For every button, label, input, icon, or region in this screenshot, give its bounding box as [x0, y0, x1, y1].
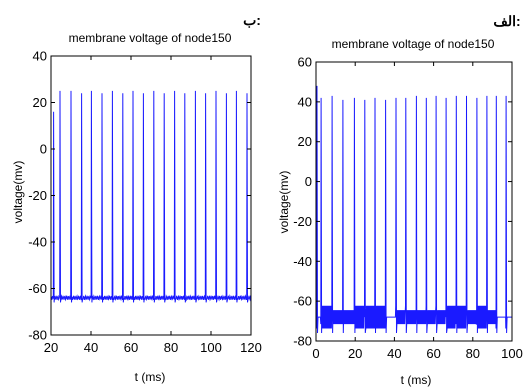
panel-b-x-tick-label: 100 — [200, 340, 222, 355]
panel-alef-y-tick-label: 0 — [305, 174, 312, 189]
panel-b-x-tick-label: 120 — [240, 340, 262, 355]
panel-alef-x-tick-label: 20 — [348, 346, 362, 361]
panel-b-x-tick-label: 60 — [124, 340, 138, 355]
panel-b-y-tick-label: -60 — [28, 281, 47, 296]
panel-b-label: ب: — [243, 12, 261, 28]
panel-alef-x-tick-label: 100 — [501, 346, 523, 361]
panel-alef-y-tick-label: -40 — [293, 254, 312, 269]
panel-alef-y-tick-label: -80 — [293, 334, 312, 349]
panel-b-y-tick-label: -20 — [28, 188, 47, 203]
panel-alef-x-tick-label: 40 — [387, 346, 401, 361]
panel-alef-y-tick-label: -60 — [293, 294, 312, 309]
panel-b-x-tick-label: 40 — [84, 340, 98, 355]
panel-alef-x-tick-label: 60 — [426, 346, 440, 361]
panel-b-y-tick-label: -40 — [28, 235, 47, 250]
panel-alef-voltage-trace — [316, 85, 512, 334]
panel-b-y-tick-label: 20 — [33, 95, 47, 110]
panel-b-y-tick-label: -80 — [28, 328, 47, 343]
panel-b-y-tick-label: 40 — [33, 49, 47, 64]
panel-alef-y-tick-label: -20 — [293, 214, 312, 229]
panel-alef-y-tick-label: 40 — [298, 94, 312, 109]
panel-alef-y-axis-label: voltage(mv) — [277, 171, 291, 234]
panel-alef-x-tick-label: 0 — [312, 346, 319, 361]
panel-b-y-axis-label: voltage(mv) — [11, 161, 25, 224]
panel-b-x-axis-label: t (ms) — [135, 370, 166, 384]
panel-alef-y-tick-label: 60 — [298, 55, 312, 70]
panel-b-y-tick-label: 0 — [40, 142, 47, 157]
panel-b-x-tick-label: 80 — [164, 340, 178, 355]
panel-b-x-tick-label: 20 — [44, 340, 58, 355]
panel-alef-plot-frame — [315, 61, 513, 342]
panel-alef-x-axis-label: t (ms) — [401, 373, 432, 387]
panel-alef-x-tick-label: 80 — [466, 346, 480, 361]
panel-b-axes: 20 40 60 80 100 120 40 20 0 -20 -40 -60 -80 — [28, 49, 262, 356]
panel-b-voltage-trace — [51, 90, 251, 303]
panel-alef: الف: membrane voltage of node150 voltage… — [277, 13, 523, 387]
panel-alef-title: membrane voltage of node150 — [332, 37, 495, 51]
panel-b-title: membrane voltage of node150 — [69, 31, 232, 45]
panel-alef-y-tick-label: 20 — [298, 134, 312, 149]
panel-b: ب: membrane voltage of node150 voltage(m… — [11, 12, 262, 384]
panel-alef-label: الف: — [493, 13, 520, 29]
panel-alef-axes: 0 20 40 60 80 100 60 40 20 0 -20 -40 -60 -80 — [293, 55, 523, 362]
